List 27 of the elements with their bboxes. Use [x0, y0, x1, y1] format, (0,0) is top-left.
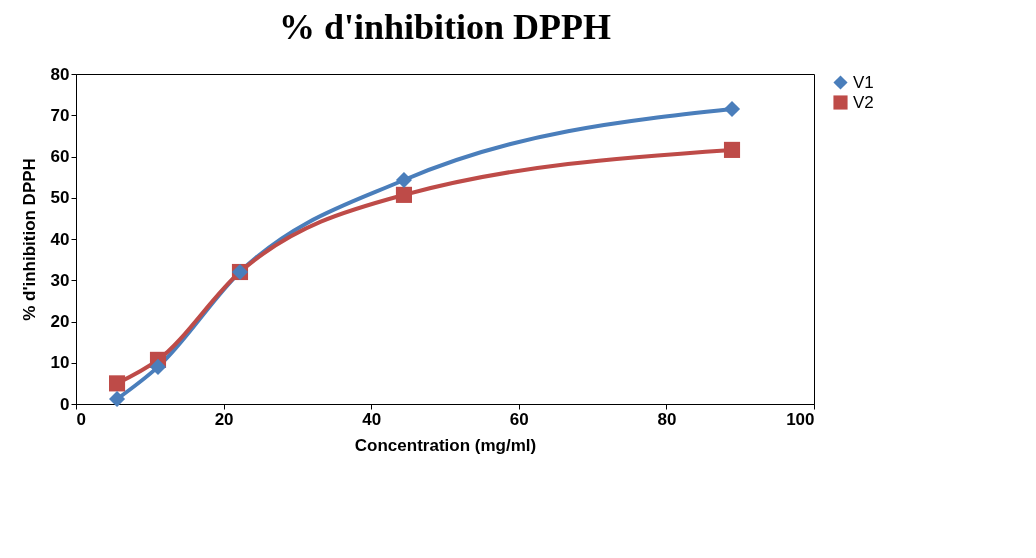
point: [108, 390, 126, 408]
y-tick-label: 80: [50, 64, 70, 84]
point: [723, 101, 741, 118]
y-tick-label: 20: [50, 312, 70, 331]
y-tick-label: 0: [60, 394, 70, 414]
y-tick-label: 60: [50, 147, 70, 166]
y-tick-label: 50: [50, 188, 70, 208]
point: [395, 171, 413, 189]
point: [149, 358, 167, 375]
point: [108, 375, 126, 392]
x-tick-label: 0: [76, 409, 86, 429]
x-tick-label: 60: [509, 409, 529, 429]
point: [395, 186, 413, 203]
x-tick-label: 20: [214, 409, 234, 429]
y-tick-label: 70: [50, 105, 70, 125]
y-tick-label: 10: [50, 353, 70, 373]
legend-label: V1: [853, 72, 874, 92]
legend-label: V2: [853, 92, 874, 112]
x-axis-title: Concentration (mg/ml): [354, 435, 537, 455]
y-tick-label: 30: [50, 270, 70, 290]
x-tick-label: 40: [362, 409, 382, 429]
chart-title: % d'inhibition DPPH: [278, 7, 612, 47]
x-tick-label: 80: [657, 409, 677, 429]
point: [723, 141, 741, 158]
y-tick-label: 40: [50, 229, 70, 249]
x-tick-label: 100: [786, 409, 815, 429]
y-axis-title: % d'inhibition DPPH: [19, 158, 39, 321]
